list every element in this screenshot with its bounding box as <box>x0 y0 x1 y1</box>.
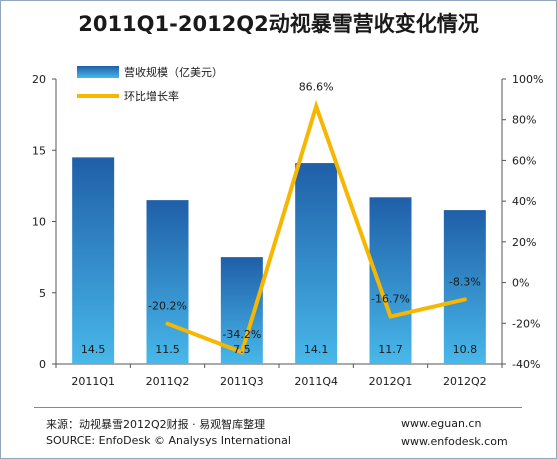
growth-value-label: -8.3% <box>449 275 481 288</box>
growth-line-group <box>165 99 467 355</box>
left-tick-label: 0 <box>39 358 46 371</box>
bar-value-label: 14.1 <box>304 343 329 356</box>
growth-rate-point <box>390 316 391 318</box>
axes-group: 0 5 10 15 20 -40% -20% 0% 20% 40% 60% 80% 100% 2011Q1… <box>32 73 543 388</box>
right-tick-label: 60% <box>512 154 536 167</box>
bar-value-label: 11.5 <box>155 343 180 356</box>
right-tick-label: 0% <box>512 277 529 290</box>
labels-group: 14.5 11.5 7.5 14.1 11.7 10.8 -20.2% -34.2% 86.6%… <box>81 80 481 356</box>
source-cn: 来源：动视暴雪2012Q2财报 · 易观智库整理 <box>46 418 266 431</box>
right-tick-label: 80% <box>512 114 536 127</box>
bar-value-label: 14.5 <box>81 343 106 356</box>
legend-label-revenue: 营收规模（亿美元） <box>124 65 223 79</box>
bars-group <box>72 157 486 364</box>
growth-rate-point <box>241 351 243 353</box>
legend-swatch-revenue <box>77 66 119 78</box>
revenue-bar <box>146 200 189 364</box>
growth-rate-point <box>167 323 168 325</box>
website-eguan: www.eguan.cn <box>401 417 482 430</box>
growth-value-label: -20.2% <box>148 300 187 313</box>
growth-rate-point <box>315 105 317 107</box>
x-tick-label: 2011Q3 <box>220 375 264 388</box>
growth-value-label: -34.2% <box>222 328 261 341</box>
legend-label-growth: 环比增长率 <box>124 89 179 103</box>
right-tick-label: -20% <box>512 317 540 330</box>
x-tick-label: 2012Q1 <box>369 375 413 388</box>
footer: 来源：动视暴雪2012Q2财报 · 易观智库整理 SOURCE: EnfoDes… <box>0 405 557 459</box>
x-tick-label: 2011Q2 <box>146 375 190 388</box>
revenue-bar <box>443 210 486 364</box>
left-tick-label: 20 <box>32 73 46 86</box>
x-tick-label: 2011Q4 <box>294 375 338 388</box>
footer-divider <box>34 407 522 408</box>
right-tick-label: 40% <box>512 195 536 208</box>
growth-value-label: 86.6% <box>299 80 334 93</box>
growth-rate-point <box>464 298 466 300</box>
bar-value-label: 11.7 <box>378 343 403 356</box>
bar-value-label: 7.5 <box>233 343 251 356</box>
right-tick-label: 20% <box>512 236 536 249</box>
source-en: SOURCE: EnfoDesk © Analysys Internationa… <box>46 434 291 447</box>
revenue-bar <box>72 157 115 364</box>
left-tick-label: 10 <box>32 216 46 229</box>
chart-title: 2011Q1-2012Q2动视暴雪营收变化情况 <box>78 12 479 36</box>
right-tick-label: -40% <box>512 358 540 371</box>
left-tick-label: 15 <box>32 144 46 157</box>
bar-value-label: 10.8 <box>453 343 478 356</box>
x-tick-label: 2011Q1 <box>71 375 115 388</box>
x-tick-label: 2012Q2 <box>443 375 487 388</box>
growth-value-label: -16.7% <box>371 293 410 306</box>
left-tick-label: 5 <box>39 287 46 300</box>
revenue-bar <box>295 163 338 364</box>
website-enfodesk: www.enfodesk.com <box>401 435 508 448</box>
legend: 营收规模（亿美元） 环比增长率 <box>77 65 223 103</box>
right-tick-label: 100% <box>512 73 543 86</box>
